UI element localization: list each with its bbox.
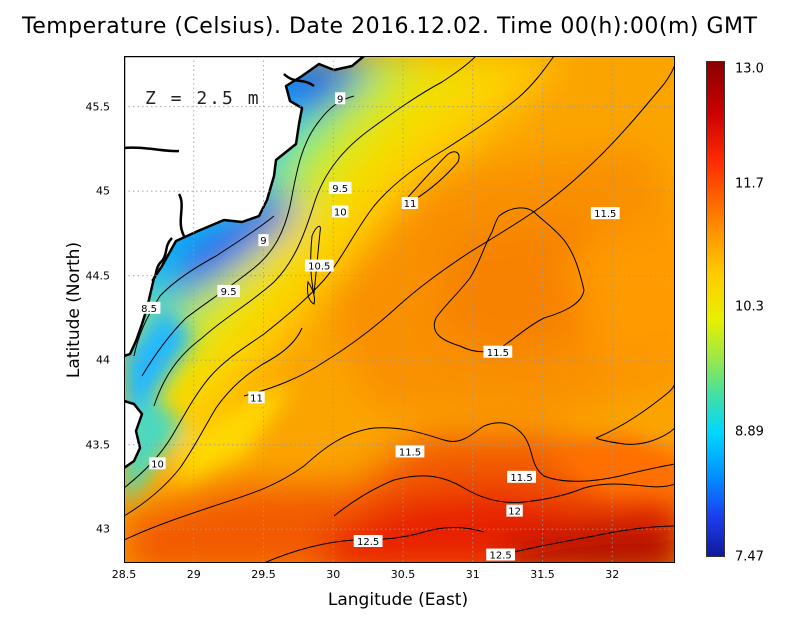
isotherm-9-5 bbox=[153, 56, 477, 407]
contour-label-text: 11.5 bbox=[399, 447, 421, 458]
contour-label-text: 12.5 bbox=[490, 551, 512, 562]
contour-label-text: 11 bbox=[404, 199, 417, 210]
isotherm-11 bbox=[243, 63, 675, 397]
contour-label: 12.5 bbox=[486, 548, 516, 562]
contour-label-text: 9.5 bbox=[332, 184, 348, 195]
y-tick-label: 45.5 bbox=[85, 100, 111, 114]
contour-label-text: 10.5 bbox=[308, 262, 330, 273]
colorbar-tick-label: 7.47 bbox=[735, 549, 764, 565]
contour-label-text: 11 bbox=[250, 393, 263, 404]
y-axis-label: Latitude (North) bbox=[64, 241, 84, 379]
isotherm-11-5a bbox=[433, 207, 585, 353]
x-tick-label: 28.5 bbox=[111, 568, 137, 581]
contour-label: 10 bbox=[149, 457, 166, 470]
contour-label-text: 11.5 bbox=[487, 348, 509, 359]
contour-label-text: 9 bbox=[337, 94, 343, 105]
contour-label-text: 9.5 bbox=[221, 287, 237, 298]
land-north bbox=[124, 56, 366, 358]
contour-label: 11 bbox=[248, 391, 265, 404]
map-canvas: 9 9.5 10 11 11.5 9 10.5 9.5 8.5 11.5 11 11.5 10 11.5 1… bbox=[124, 56, 675, 563]
contour-label: 10.5 bbox=[304, 259, 334, 273]
y-tick-label: 44.5 bbox=[85, 269, 111, 283]
x-tick-label: 30 bbox=[326, 568, 341, 581]
contour-label: 11.5 bbox=[507, 470, 536, 484]
map-title: Temperature (Celsius). Date 2016.12.02. … bbox=[22, 14, 758, 39]
isotherm-8-5 bbox=[133, 215, 275, 357]
land-south bbox=[124, 399, 144, 470]
x-tick-label: 31.5 bbox=[530, 568, 555, 581]
x-axis-label: Langitude (East) bbox=[327, 590, 469, 610]
contour-label: 9.5 bbox=[217, 284, 240, 298]
y-tick-label: 43 bbox=[96, 522, 110, 536]
x-tick-label: 32 bbox=[605, 568, 620, 581]
colorbar-tick-label: 13.0 bbox=[735, 61, 764, 77]
isotherm-12-5b bbox=[493, 525, 675, 559]
contour-label: 11.5 bbox=[483, 345, 513, 359]
isotherm-11-5b bbox=[124, 422, 675, 541]
contour-label-text: 9 bbox=[260, 236, 266, 247]
contour-labels: 9 9.5 10 11 11.5 9 10.5 9.5 8.5 11.5 11 11.5 10 11.5 1… bbox=[137, 92, 620, 562]
isotherm-10-5c bbox=[307, 280, 315, 305]
x-tick-label: 29.5 bbox=[251, 568, 276, 581]
colorbar-tick-label: 8.89 bbox=[735, 424, 764, 440]
x-tick-label: 29 bbox=[186, 568, 201, 581]
isotherm-12-5a bbox=[263, 527, 485, 563]
isotherm-9 bbox=[141, 95, 355, 377]
colorbar bbox=[706, 61, 725, 557]
isotherm-10-5 bbox=[124, 327, 303, 517]
y-tick-label: 43.5 bbox=[85, 438, 111, 452]
map-frame bbox=[124, 56, 675, 563]
contour-label-text: 11.5 bbox=[510, 473, 532, 484]
contour-label: 9 bbox=[258, 234, 269, 247]
y-tick-label: 44 bbox=[96, 353, 110, 367]
contour-label: 9 bbox=[335, 92, 346, 105]
isotherm-12 bbox=[333, 475, 675, 517]
contour-label: 11.5 bbox=[590, 207, 620, 220]
contour-label-text: 11.5 bbox=[594, 209, 616, 220]
contour-label: 12 bbox=[506, 504, 523, 518]
x-tick-label: 31 bbox=[465, 568, 480, 581]
isotherm-10 bbox=[124, 56, 555, 489]
contour-label: 9.5 bbox=[328, 181, 352, 195]
contour-label: 8.5 bbox=[137, 301, 161, 315]
lat-lon-grid bbox=[124, 56, 675, 563]
land bbox=[124, 56, 366, 470]
colorbar-tick-label: 10.3 bbox=[735, 299, 764, 315]
contour-label: 10 bbox=[332, 205, 349, 218]
contour-label: 11 bbox=[401, 197, 419, 210]
temperature-map: 9 9.5 10 11 11.5 9 10.5 9.5 8.5 11.5 11 11.5 10 11.5 1… bbox=[124, 56, 675, 563]
depth-label: Z = 2.5 m bbox=[145, 88, 261, 109]
contour-label-text: 10 bbox=[334, 207, 347, 218]
y-tick-label: 45 bbox=[96, 184, 110, 198]
contour-label: 12.5 bbox=[353, 535, 383, 548]
contour-label-text: 12 bbox=[508, 507, 521, 518]
contour-label-text: 10 bbox=[151, 459, 164, 470]
x-tick-label: 30.5 bbox=[390, 568, 416, 581]
colorbar-tick-label: 11.7 bbox=[735, 176, 764, 192]
contour-label: 11.5 bbox=[395, 445, 425, 458]
contour-label-text: 12.5 bbox=[357, 537, 379, 548]
contour-label-text: 8.5 bbox=[141, 304, 157, 315]
